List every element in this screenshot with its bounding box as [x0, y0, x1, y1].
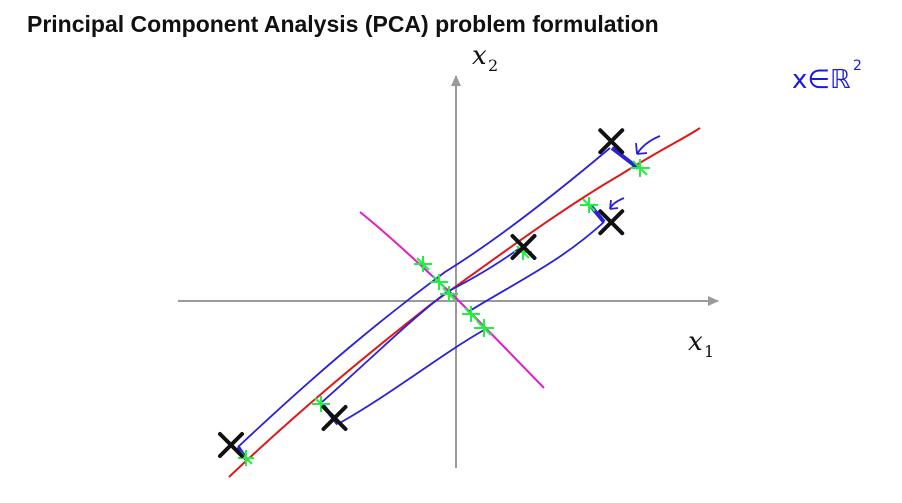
x-axis-label: x: [688, 327, 703, 357]
x-axis-subscript: 1: [704, 342, 714, 361]
y-axis-subscript: 2: [488, 56, 498, 75]
projection-marker: [474, 319, 494, 337]
projection-marker: [440, 286, 458, 302]
data-point: [218, 432, 244, 458]
pen-curve-outer-lower: [467, 221, 605, 313]
data-point: [598, 128, 625, 155]
data-point: [510, 234, 537, 260]
pen-curve-inner-upper: [321, 247, 521, 403]
projection-marker: [430, 274, 448, 290]
data-point: [598, 209, 625, 236]
projection-marker: [630, 159, 650, 177]
annotation-x-in-r: x∈ℝ: [792, 65, 851, 95]
slide-title: Principal Component Analysis (PCA) probl…: [27, 11, 659, 37]
projection-marker: [580, 197, 598, 213]
projection-segment: [610, 146, 640, 170]
projection-marker: [462, 306, 480, 322]
pen-arrow-icon: [635, 135, 661, 155]
data-point: [321, 405, 348, 431]
pen-curve-inner-lower: [337, 329, 485, 425]
perpendicular-line: [359, 211, 545, 389]
data-points: [218, 128, 625, 458]
pen-arrow-icon: [609, 197, 625, 210]
pen-curve-outer-upper: [237, 147, 611, 448]
y-axis-label: x: [472, 41, 487, 71]
projection-marker: [414, 256, 432, 272]
annotation-superscript: 2: [853, 58, 862, 74]
projection-line: [228, 127, 701, 478]
